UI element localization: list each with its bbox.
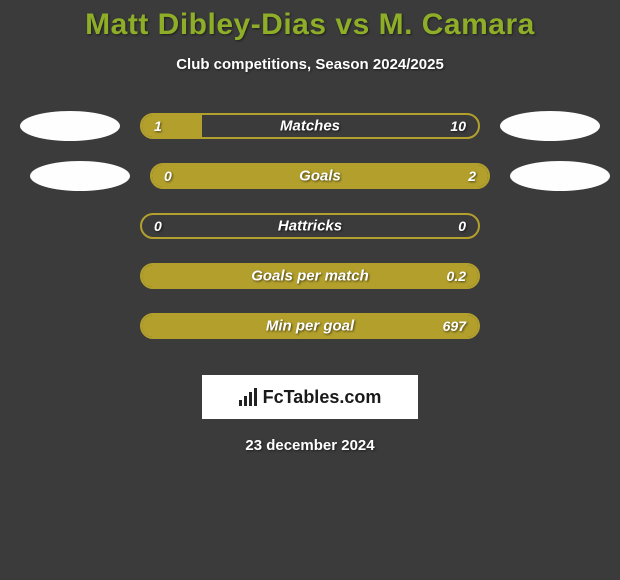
stats-container: 1 Matches 10 0 Goals 2 0 Hattricks 0 Goals per ma… xyxy=(10,111,610,361)
spacer xyxy=(500,311,600,341)
player1-avatar xyxy=(20,111,120,141)
stat-label: Goals xyxy=(299,168,341,185)
stat-value-right: 2 xyxy=(468,168,476,184)
stat-value-right: 0.2 xyxy=(447,268,466,284)
stat-row: Min per goal 697 xyxy=(10,311,610,341)
stat-label: Matches xyxy=(280,118,340,135)
stat-row: 1 Matches 10 xyxy=(10,111,610,141)
stat-bar: 0 Hattricks 0 xyxy=(140,213,480,239)
brand-text: FcTables.com xyxy=(263,387,382,408)
footer-date: 23 december 2024 xyxy=(245,437,374,454)
comparison-subtitle: Club competitions, Season 2024/2025 xyxy=(176,56,444,73)
stat-label: Goals per match xyxy=(251,268,369,285)
stat-value-left: 0 xyxy=(164,168,172,184)
stat-label: Hattricks xyxy=(278,218,342,235)
comparison-title: Matt Dibley-Dias vs M. Camara xyxy=(85,8,535,42)
stat-value-right: 10 xyxy=(450,118,466,134)
spacer xyxy=(500,211,600,241)
brand-box: FcTables.com xyxy=(202,375,418,419)
player2-avatar xyxy=(500,111,600,141)
stat-bar: 1 Matches 10 xyxy=(140,113,480,139)
stat-bar-fill-left xyxy=(142,115,202,137)
player1-avatar-secondary xyxy=(30,161,130,191)
stat-row: 0 Goals 2 xyxy=(10,161,610,191)
stat-bar: Goals per match 0.2 xyxy=(140,263,480,289)
stat-row: 0 Hattricks 0 xyxy=(10,211,610,241)
stat-label: Min per goal xyxy=(266,318,354,335)
stat-row: Goals per match 0.2 xyxy=(10,261,610,291)
spacer xyxy=(500,261,600,291)
player2-avatar-secondary xyxy=(510,161,610,191)
stat-value-right: 697 xyxy=(443,318,466,334)
stat-bar: Min per goal 697 xyxy=(140,313,480,339)
spacer xyxy=(20,211,120,241)
stat-bar: 0 Goals 2 xyxy=(150,163,490,189)
stat-value-right: 0 xyxy=(458,218,466,234)
spacer xyxy=(20,311,120,341)
stat-value-left: 1 xyxy=(154,118,162,134)
spacer xyxy=(20,261,120,291)
stat-value-left: 0 xyxy=(154,218,162,234)
brand-chart-icon xyxy=(239,388,257,406)
